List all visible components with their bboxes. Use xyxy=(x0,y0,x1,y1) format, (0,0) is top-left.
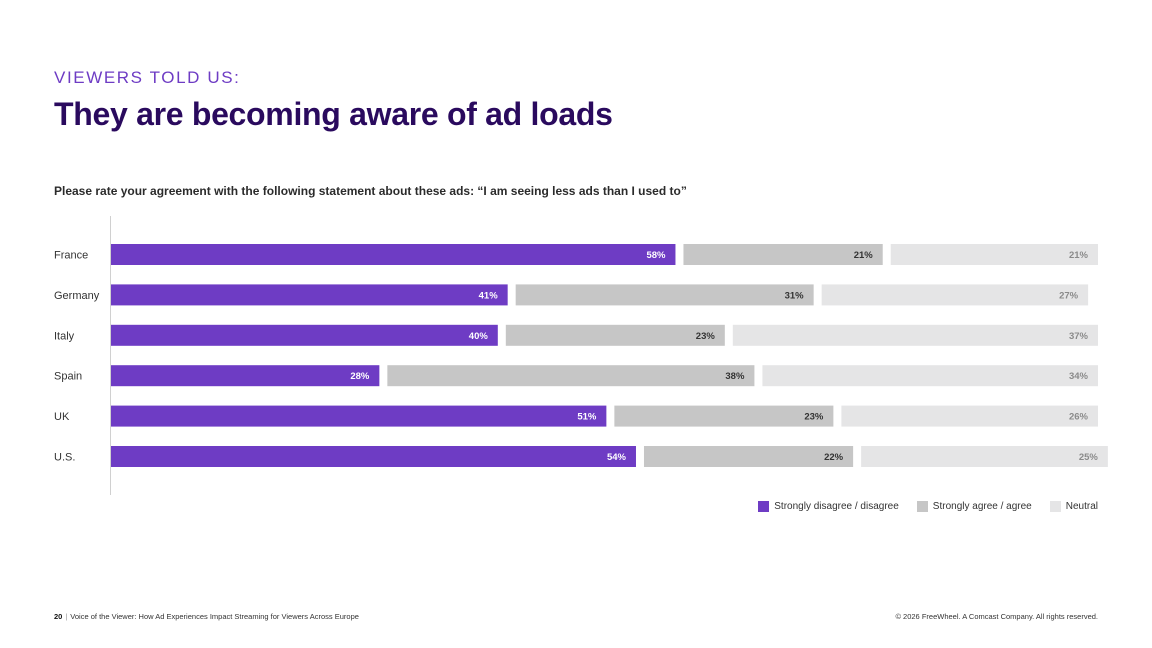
value-label-neutral-spain: 34% xyxy=(1069,371,1089,382)
legend-swatch-agree xyxy=(916,501,928,512)
bar-agree-spain xyxy=(387,365,755,387)
legend-item-neutral: Neutral xyxy=(1049,501,1098,512)
value-label-disagree-italy: 40% xyxy=(469,331,489,342)
bar-disagree-france xyxy=(111,244,676,265)
legend-swatch-disagree xyxy=(758,501,770,512)
bar-neutral-uk xyxy=(841,405,1098,427)
page-number: 20 xyxy=(54,612,63,621)
legend-label-agree: Strongly agree / agree xyxy=(932,501,1032,512)
category-label-germany: Germany xyxy=(54,290,100,302)
bar-disagree-italy xyxy=(111,324,498,346)
category-label-spain: Spain xyxy=(54,371,82,383)
bar-neutral-spain xyxy=(762,365,1098,387)
bar-agree-germany xyxy=(515,284,814,306)
value-label-neutral-uk: 26% xyxy=(1069,412,1089,423)
bar-disagree-spain xyxy=(111,365,380,387)
category-label-france: France xyxy=(54,250,88,262)
report-title: Voice of the Viewer: How Ad Experiences … xyxy=(70,612,359,621)
bar-disagree-uk xyxy=(111,405,607,427)
legend-label-neutral: Neutral xyxy=(1065,501,1098,512)
value-label-agree-u-s: 22% xyxy=(824,452,844,463)
page-title: They are becoming aware of ad loads xyxy=(54,96,613,132)
category-label-u-s: U.S. xyxy=(54,452,75,464)
legend-swatch-neutral xyxy=(1049,501,1061,512)
legend-item-disagree: Strongly disagree / disagree xyxy=(758,501,899,512)
value-label-agree-italy: 23% xyxy=(696,331,716,342)
bar-agree-uk xyxy=(614,405,834,427)
value-label-disagree-u-s: 54% xyxy=(607,452,627,463)
bar-disagree-u-s xyxy=(111,446,636,467)
chart-title: Please rate your agreement with the foll… xyxy=(54,184,687,198)
value-label-agree-spain: 38% xyxy=(725,371,745,382)
value-label-neutral-germany: 27% xyxy=(1059,290,1079,301)
value-label-disagree-france: 58% xyxy=(646,250,666,261)
footer-left: 20 | Voice of the Viewer: How Ad Experienc… xyxy=(54,612,359,621)
value-label-disagree-germany: 41% xyxy=(479,290,499,301)
bar-neutral-france xyxy=(890,244,1098,265)
chart-legend: Strongly disagree / disagree Strongly ag… xyxy=(758,501,1098,512)
value-label-neutral-u-s: 25% xyxy=(1079,452,1099,463)
copyright: © 2026 FreeWheel. A Comcast Company. All… xyxy=(895,612,1098,621)
category-label-italy: Italy xyxy=(54,330,75,342)
footer-separator: | xyxy=(65,612,68,621)
bar-agree-italy xyxy=(505,324,725,346)
section-eyebrow: VIEWERS TOLD US: xyxy=(54,68,241,87)
value-label-agree-uk: 23% xyxy=(804,412,824,423)
value-label-agree-france: 21% xyxy=(854,250,874,261)
value-label-agree-germany: 31% xyxy=(785,290,805,301)
value-label-disagree-uk: 51% xyxy=(577,412,597,423)
bar-agree-u-s xyxy=(643,446,854,467)
legend-label-disagree: Strongly disagree / disagree xyxy=(774,501,899,512)
value-label-neutral-italy: 37% xyxy=(1069,331,1089,342)
bar-neutral-u-s xyxy=(861,446,1108,467)
legend-item-agree: Strongly agree / agree xyxy=(916,501,1032,512)
value-label-neutral-france: 21% xyxy=(1069,250,1089,261)
value-label-disagree-spain: 28% xyxy=(350,371,370,382)
bar-agree-france xyxy=(683,244,883,265)
category-label-uk: UK xyxy=(54,411,70,423)
bar-neutral-italy xyxy=(732,324,1098,346)
bar-disagree-germany xyxy=(111,284,508,306)
bar-neutral-germany xyxy=(821,284,1089,306)
